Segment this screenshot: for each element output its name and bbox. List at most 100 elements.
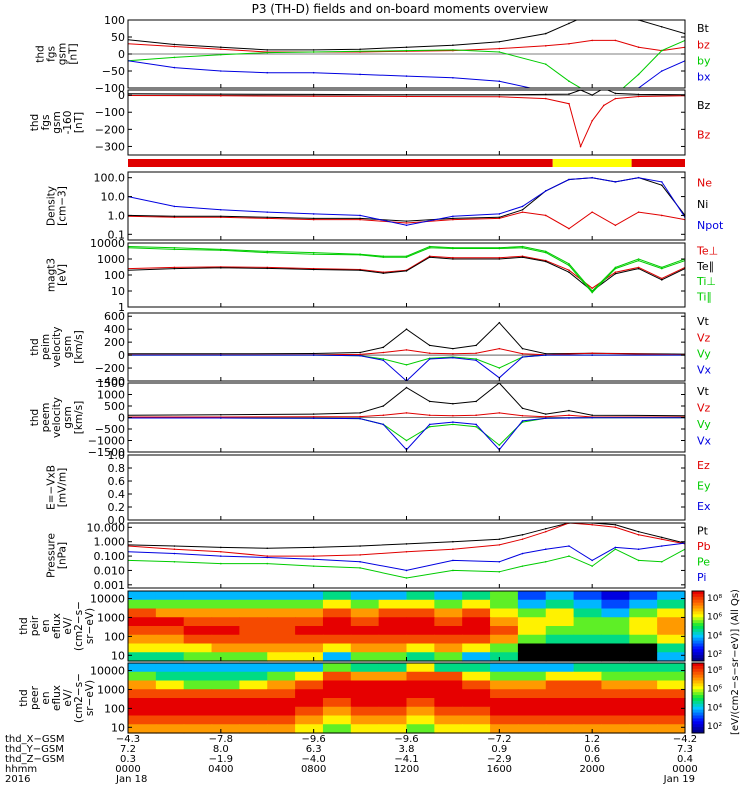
legend-entry: Vz [697, 331, 711, 344]
spectrogram-cell [573, 591, 603, 601]
spectrogram-cell [573, 599, 603, 610]
spectrogram-cell [350, 591, 380, 601]
y-tick-label: 100 [104, 14, 125, 27]
y-axis-label: eflux [51, 685, 63, 711]
data-point [521, 245, 524, 248]
colorbar-swatch [692, 677, 704, 681]
y-axis-label: E=−VxB [46, 465, 58, 510]
spectrogram-cell [629, 671, 658, 682]
data-point [521, 205, 524, 208]
spectrogram-cell [211, 591, 240, 601]
data-point [220, 550, 222, 553]
spectrogram-cell [434, 634, 463, 645]
colorbar-swatch [692, 602, 704, 607]
data-point [568, 22, 570, 25]
data-point [405, 328, 408, 330]
spectrogram-cell [573, 634, 603, 645]
spectrogram-cell [490, 698, 519, 708]
colorbar-swatch [692, 665, 704, 670]
spectrogram-cell [295, 634, 324, 645]
y-tick-label: 10000 [90, 237, 125, 250]
spectrogram-cell [239, 608, 268, 618]
panel-frame [127, 454, 686, 521]
colorbar-ion-eflux: 10⁸ 10⁶ 10⁴ 10² [691, 590, 722, 662]
spectrogram-cell [462, 689, 491, 699]
spectrogram-cell [545, 643, 575, 653]
data-point [428, 256, 431, 258]
spectrogram-cell [434, 608, 463, 618]
data-point [312, 213, 315, 215]
y-tick-label: 10.0 [101, 191, 126, 204]
spectrogram-cell [462, 663, 491, 673]
data-point [452, 217, 454, 220]
spectrogram-cell [322, 608, 352, 618]
spectrogram-cell [295, 724, 324, 734]
spectrogram-cell [490, 689, 519, 699]
colorbar-swatch [692, 626, 704, 630]
spectrogram-cell [545, 706, 575, 717]
legend-entry: Te∥ [696, 260, 714, 273]
spectrogram-cell [322, 715, 352, 725]
x-tick-label: 1200 [394, 764, 419, 775]
colorbar-swatch [692, 593, 704, 598]
spectrogram-cell [239, 724, 268, 734]
colorbar-swatch [692, 634, 704, 639]
y-tick-label: 100 [104, 269, 125, 282]
spectrogram-cell [378, 671, 408, 682]
y-tick-label: −400 [95, 375, 125, 388]
y-axis-label: peer [29, 685, 41, 710]
spectrogram-cell [295, 680, 324, 690]
panel-temperature: 10000 1000 100 10 1 magt3 [eV] Te⊥ Te∥ Ti⊥ Ti∥ [46, 237, 719, 314]
spectrogram-cell [155, 671, 185, 682]
colorbar-swatch [692, 623, 704, 627]
spectrogram-cell [239, 643, 268, 653]
spectrogram-cell [545, 599, 575, 610]
y-tick-label: −100 [95, 106, 125, 119]
spectrogram-cell [545, 634, 575, 645]
data-point [544, 190, 547, 192]
spectrogram-cell [545, 689, 575, 699]
data-point [498, 560, 501, 563]
colorbar-swatch [692, 730, 704, 734]
data-point [312, 558, 315, 561]
y-tick-label: 0 [118, 412, 125, 425]
data-point [591, 565, 593, 567]
colorbar-swatch [692, 617, 704, 621]
data-point [475, 423, 477, 426]
spectrogram-cell [211, 706, 240, 717]
data-point [452, 258, 454, 260]
colorbar-swatch [692, 614, 704, 618]
y-tick-label: 10 [111, 649, 125, 662]
data-point [220, 70, 222, 72]
data-point [498, 544, 501, 546]
colorbars: 10⁸ 10⁶ 10⁴ 10² 10⁸ 10⁶ 10⁴ 10² [eV/(cm2−s−sr−eV… [691, 589, 741, 735]
x-tick-label: 6.3 [306, 744, 322, 755]
data-point [614, 526, 617, 529]
x-axis-row-label: thd_Z−GSM [5, 754, 65, 765]
spectrogram-cell [128, 663, 157, 673]
colorbar-swatch [692, 605, 704, 609]
y-axis-label: peem [40, 403, 52, 433]
data-point [498, 247, 501, 250]
data-point [660, 181, 663, 183]
data-point [498, 47, 501, 50]
colorbar-swatch [692, 596, 704, 601]
y-axis-label: [km/s] [73, 330, 85, 364]
spectrogram-cell [406, 643, 435, 653]
y-axis-label: thd [18, 617, 30, 634]
spectrogram-cell [434, 698, 463, 708]
data-point [637, 93, 640, 96]
colorbar-tick-label: 10⁴ [707, 703, 722, 713]
y-axis-label: -160 [62, 111, 74, 135]
spectrogram-cell [657, 652, 686, 662]
data-point [614, 224, 617, 227]
spectrogram-cell [490, 599, 519, 610]
data-point [568, 263, 570, 265]
data-point [405, 543, 408, 545]
data-point [220, 53, 222, 56]
spectrogram-cell [629, 591, 658, 601]
spectrogram-cell [462, 715, 491, 725]
data-point [220, 215, 222, 218]
series-line-Vy [128, 354, 685, 369]
data-point [382, 272, 385, 274]
